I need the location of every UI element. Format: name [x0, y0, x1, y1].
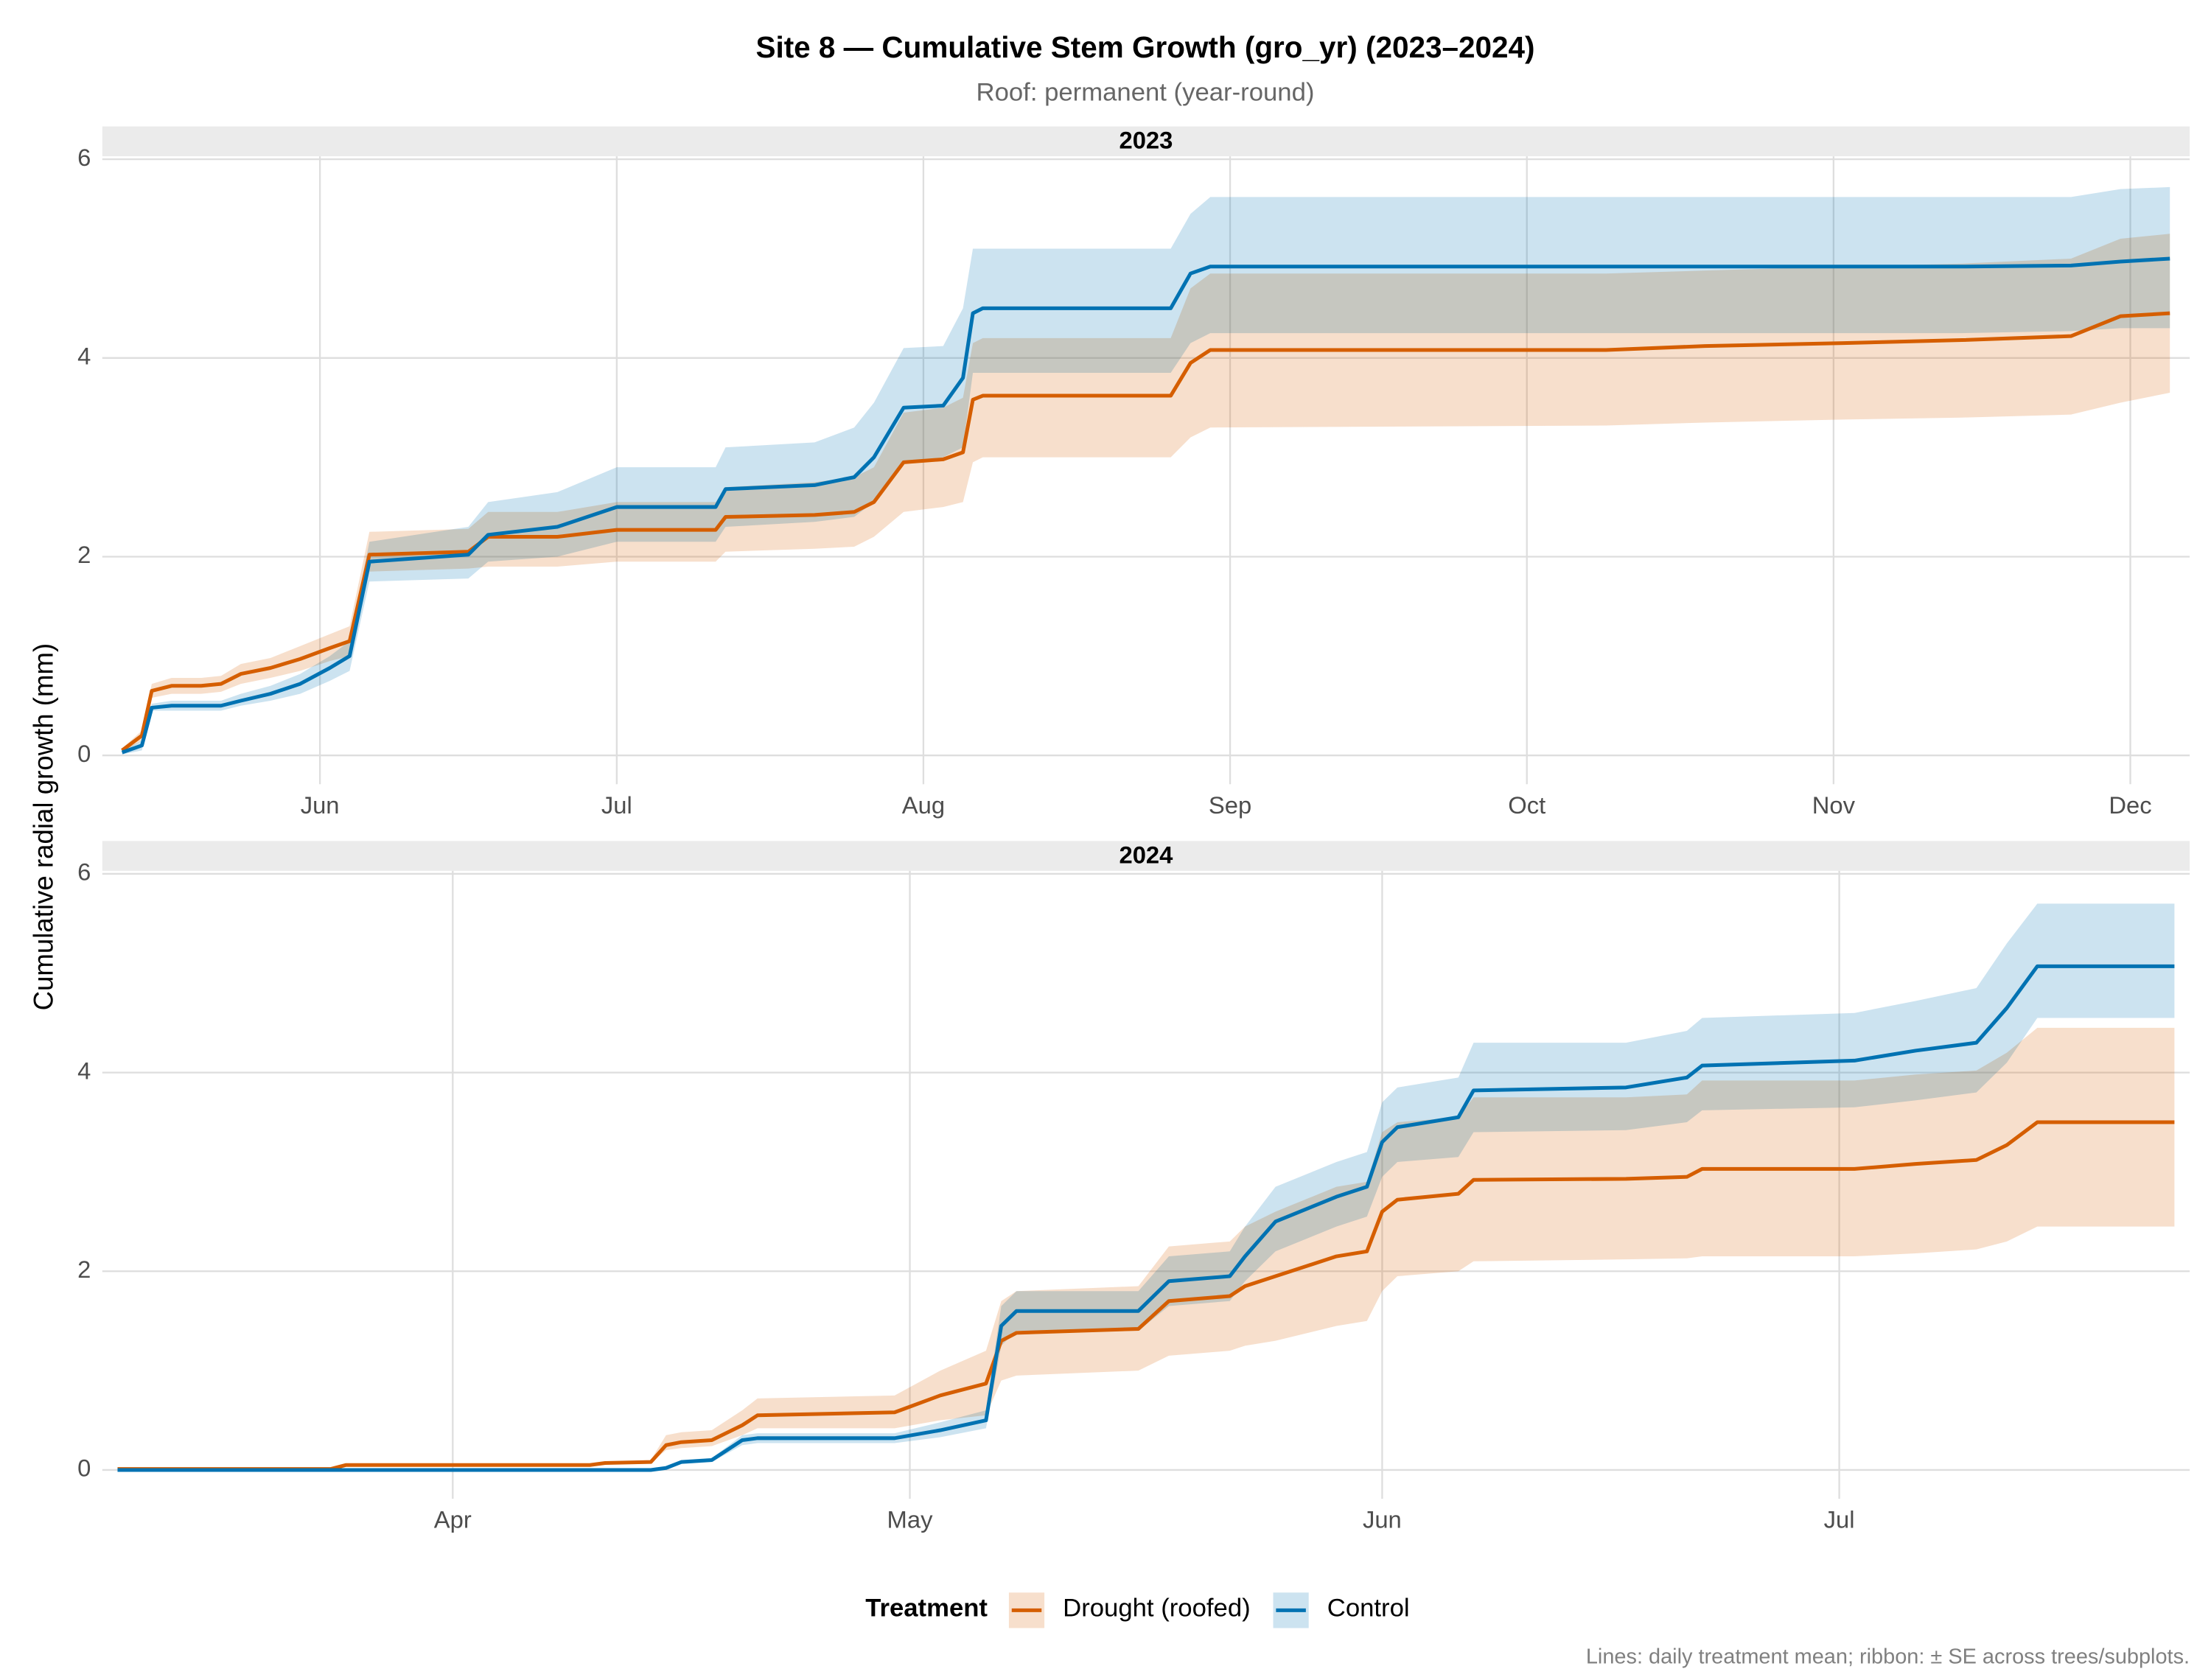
facet-label: 2024 [1119, 841, 1173, 868]
y-tick-label: 6 [77, 144, 91, 171]
se-ribbon [122, 186, 2170, 755]
legend-title: Treatment [865, 1595, 988, 1623]
mean-line [121, 256, 2170, 755]
x-tick-label: Sep [1209, 791, 1251, 819]
x-tick-label: May [887, 1506, 934, 1533]
facet-label: 2023 [1119, 126, 1173, 153]
x-tick-label: Dec [2109, 791, 2151, 819]
mean-line [121, 311, 2170, 752]
y-tick-label: 4 [77, 1057, 91, 1084]
mean-line [117, 964, 2175, 1472]
y-tick-label: 6 [77, 858, 91, 886]
ribbons [117, 903, 2175, 1470]
x-tick-label: Apr [434, 1506, 472, 1533]
x-tick-label: Jul [601, 791, 632, 819]
chart-subtitle: Roof: permanent (year-round) [977, 78, 1315, 106]
x-tick-label: Aug [902, 791, 945, 819]
chart-title: Site 8 — Cumulative Stem Growth (gro_yr)… [755, 30, 1534, 64]
ribbons [122, 186, 2170, 755]
x-tick-label: Jun [301, 791, 340, 819]
y-tick-label: 0 [77, 1455, 91, 1482]
facet-strip [102, 126, 2190, 157]
y-tick-label: 4 [77, 342, 91, 369]
caption: Lines: daily treatment mean; ribbon: ± S… [1586, 1645, 2190, 1669]
y-tick-label: 2 [77, 541, 91, 568]
legend-label: Drought (roofed) [1063, 1595, 1251, 1623]
x-tick-label: Jun [1363, 1506, 1402, 1533]
x-tick-label: Jul [1824, 1506, 1855, 1533]
mean-line [117, 1120, 2175, 1471]
y-tick-label: 0 [77, 740, 91, 767]
legend-label: Control [1327, 1595, 1410, 1623]
y-axis-label: Cumulative radial growth (mm) [28, 643, 58, 1011]
se-ribbon [117, 1027, 2175, 1470]
se-ribbon [117, 903, 2175, 1470]
x-tick-label: Nov [1812, 791, 1856, 819]
x-tick-label: Oct [1508, 791, 1545, 819]
y-tick-label: 2 [77, 1256, 91, 1283]
se-ribbon [122, 234, 2170, 753]
facet-strip [102, 841, 2190, 871]
